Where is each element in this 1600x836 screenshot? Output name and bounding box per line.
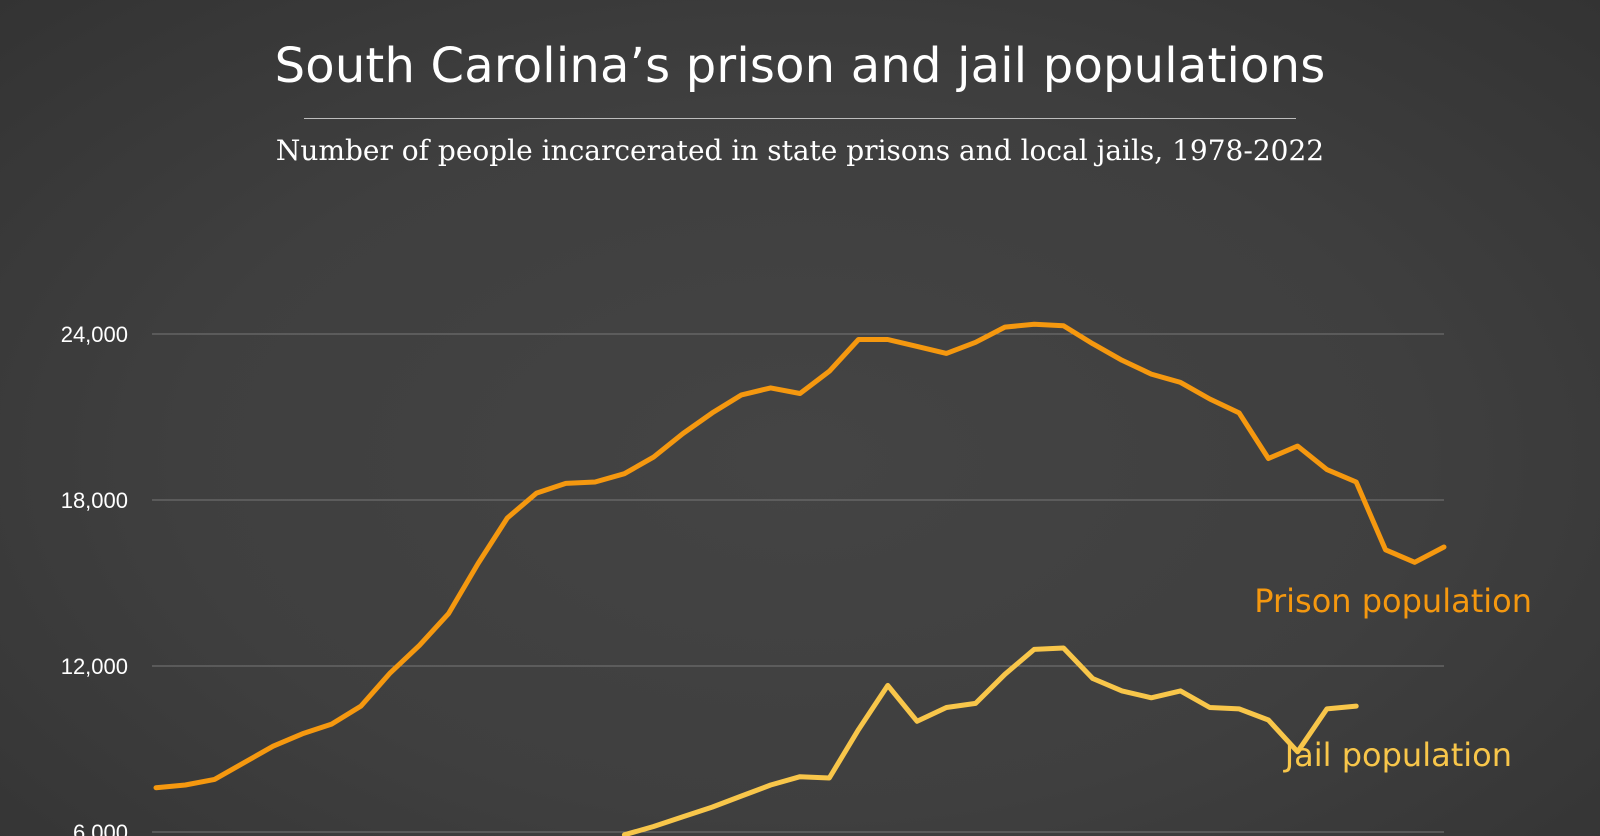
title-divider: [304, 118, 1296, 119]
y-tick-label: 12,000: [61, 654, 128, 679]
y-axis-ticks: 6,000 12,000 18,000 24,000: [61, 322, 128, 836]
y-tick-label: 18,000: [61, 488, 128, 513]
gridlines: [152, 333, 1444, 833]
prison-population-line: [153, 321, 1447, 791]
y-tick-label: 6,000: [73, 820, 128, 836]
chart-title: South Carolina’s prison and jail populat…: [274, 38, 1326, 94]
series-label-prison: Prison population: [1254, 582, 1532, 620]
chart-subtitle: Number of people incarcerated in state p…: [275, 134, 1325, 167]
jail-population-line: [621, 645, 1359, 836]
series-label-jail: Jail population: [1283, 736, 1512, 774]
series-lines: [153, 321, 1447, 836]
y-tick-label: 24,000: [61, 322, 128, 347]
